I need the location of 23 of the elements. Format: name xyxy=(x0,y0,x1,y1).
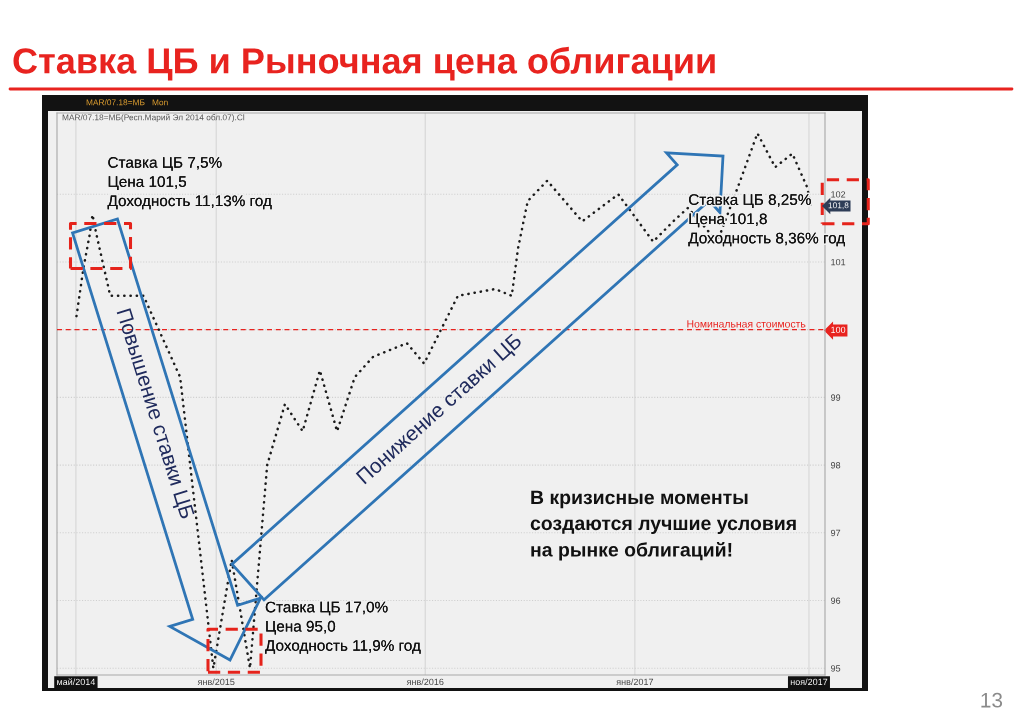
x-tick-label: ноя/2017 xyxy=(790,678,828,686)
y-tick-label: 98 xyxy=(830,462,841,469)
text: 101,8 xyxy=(828,202,849,210)
y-tick-label: 100 xyxy=(831,326,846,334)
y-tick-label: 101 xyxy=(831,258,846,266)
y-tick-label: 97 xyxy=(830,529,841,537)
text: 13 xyxy=(981,692,1003,708)
y-tick-label: 95 xyxy=(830,665,841,672)
chart-subtitle: MAR/07.18=МБ(Респ.Марий Эл 2014 обл.07).Cl xyxy=(62,114,245,122)
text: Mon xyxy=(152,99,168,106)
y-tick-label: 102 xyxy=(831,191,846,198)
ref-line-label: Номинальная стоимость xyxy=(687,320,806,328)
x-tick-label: янв/2017 xyxy=(616,678,654,686)
x-tick-label: янв/2016 xyxy=(406,678,444,686)
x-tick-label: янв/2015 xyxy=(197,678,235,686)
annotation: Ставка ЦБ 7,5% Цена 101,5 Доходность 11,13% год xyxy=(107,156,272,210)
y-tick-label: 96 xyxy=(830,597,841,604)
y-tick-label: 99 xyxy=(830,394,841,401)
text: MAR/07.18=МБ xyxy=(86,99,145,106)
chart-title: Ставка ЦБ и Рыночная цена облигации xyxy=(13,46,715,81)
annotation: Ставка ЦБ 17,0% Цена 95,0 Доходность 11,9% год xyxy=(265,601,421,654)
annotation: В кризисные моменты создаются лучшие условия на рынке облигаций! xyxy=(530,490,796,561)
x-tick-label: май/2014 xyxy=(57,678,96,686)
